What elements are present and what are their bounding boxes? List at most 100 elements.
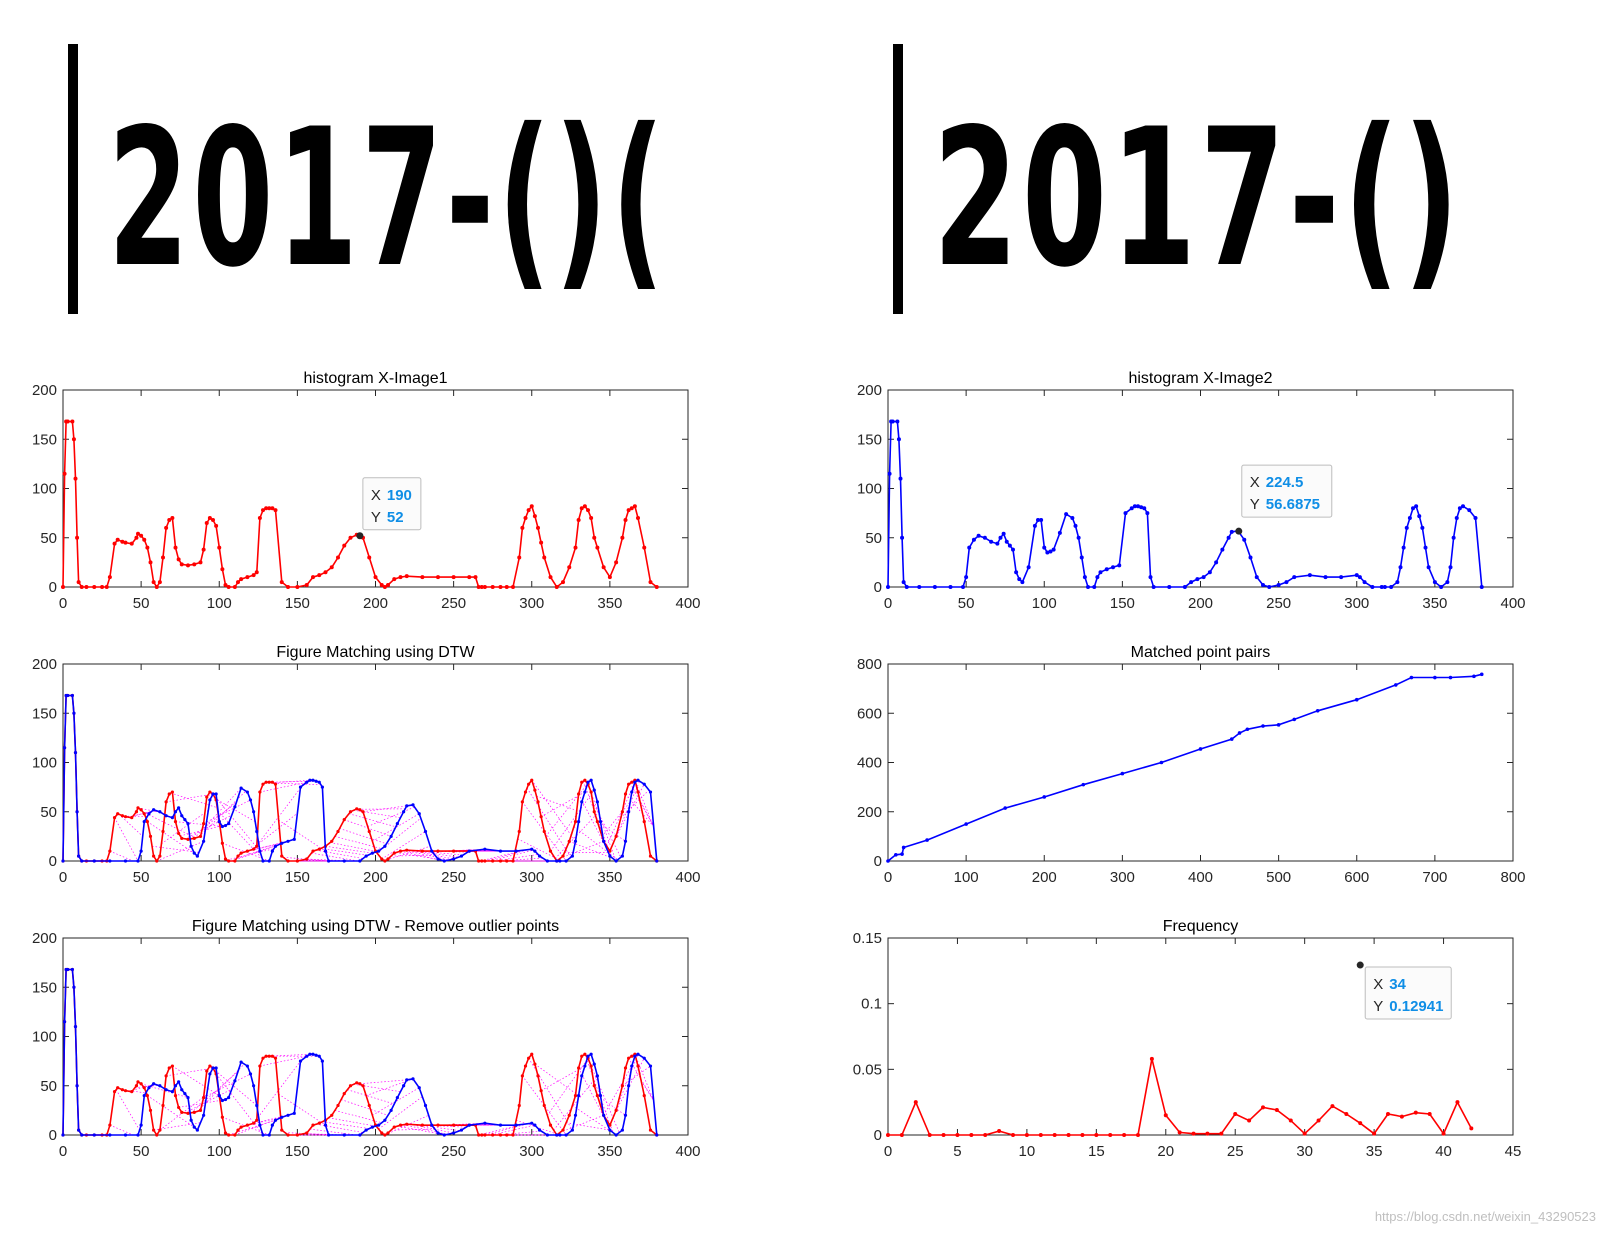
red-series-point	[143, 1086, 146, 1089]
red-series-point	[380, 857, 383, 860]
red-series-point	[286, 1133, 289, 1136]
blue-series-point	[171, 816, 174, 819]
red-series-point	[92, 585, 96, 589]
blue-series-point	[1145, 511, 1149, 515]
blue-series-point	[1383, 585, 1387, 589]
red-series-point	[914, 1100, 918, 1104]
blue-series-point	[636, 1053, 639, 1056]
x-tick-label: 10	[1019, 1143, 1036, 1160]
red-series-point	[577, 792, 580, 795]
blue-series-point	[1394, 683, 1398, 687]
red-series-point	[311, 850, 314, 853]
blue-series-point	[897, 437, 901, 441]
red-series-point	[202, 1096, 205, 1099]
red-series-point	[524, 516, 528, 520]
blue-series-point	[1008, 544, 1012, 548]
red-series-point	[380, 1131, 383, 1134]
red-series-point	[161, 1104, 164, 1107]
blue-series-point	[1183, 585, 1187, 589]
red-series-point	[80, 585, 84, 589]
blue-series-point	[1261, 724, 1265, 728]
red-series-point	[239, 577, 243, 581]
y-tick-label: 150	[32, 431, 57, 448]
red-series-point	[252, 848, 255, 851]
blue-series-point	[615, 859, 618, 862]
image-text: 2017-()(	[108, 88, 668, 309]
red-series-point	[124, 1089, 127, 1092]
red-series-point	[574, 820, 577, 823]
blue-series-point	[1208, 570, 1212, 574]
red-series-point	[155, 585, 159, 589]
red-series-point	[305, 1131, 308, 1134]
x-tick-label: 200	[363, 869, 388, 886]
blue-series-point	[152, 808, 155, 811]
y-tick-label: 0	[874, 579, 882, 596]
datatip-x-value: 224.5	[1266, 474, 1304, 491]
red-series-point	[477, 1133, 480, 1136]
red-series-point	[66, 420, 70, 424]
blue-series-point	[180, 1088, 183, 1091]
red-series-point	[1136, 1133, 1140, 1137]
plot-area	[63, 938, 688, 1135]
blue-series-point	[1195, 577, 1199, 581]
x-tick-label: 600	[1344, 869, 1369, 886]
red-series-point	[499, 585, 503, 589]
blue-series-point	[1142, 506, 1146, 510]
red-series-point	[942, 1133, 946, 1137]
blue-series-point	[436, 857, 439, 860]
red-series-point	[636, 790, 639, 793]
red-series-point	[583, 779, 586, 782]
blue-series-point	[1230, 737, 1234, 741]
red-series-point	[643, 1094, 646, 1097]
blue-series-point	[61, 1133, 64, 1136]
red-series-point	[549, 1124, 552, 1127]
x-tick-label: 30	[1296, 1143, 1313, 1160]
red-series-point	[596, 1094, 599, 1097]
red-series-point	[271, 781, 274, 784]
red-series-point	[186, 838, 189, 841]
binary-image-1: 2017-()(	[68, 44, 668, 314]
blue-series-point	[1363, 580, 1367, 584]
x-tick-label: 300	[519, 1143, 544, 1160]
red-series-point	[113, 816, 116, 819]
x-tick-label: 50	[133, 869, 150, 886]
red-series-point	[983, 1133, 987, 1137]
blue-series-point	[1058, 531, 1062, 535]
blue-series-point	[308, 779, 311, 782]
y-tick-label: 600	[857, 705, 882, 722]
blue-series-point	[964, 822, 968, 826]
blue-series-point	[989, 540, 993, 544]
blue-series-point	[411, 1077, 414, 1080]
datatip-y-value: 56.6875	[1266, 496, 1320, 513]
blue-series-point	[1420, 526, 1424, 530]
red-series-point	[186, 563, 190, 567]
red-series-point	[633, 504, 637, 508]
red-series-point	[202, 822, 205, 825]
blue-series-point	[1402, 546, 1406, 550]
red-series-point	[374, 575, 378, 579]
blue-series-point	[1242, 538, 1246, 542]
blue-series-point	[261, 1133, 264, 1136]
blue-series-point	[147, 812, 150, 815]
red-series-point	[530, 504, 534, 508]
red-series-point	[130, 816, 133, 819]
red-series-point	[505, 859, 508, 862]
blue-series-point	[72, 986, 75, 989]
blue-series-point	[580, 800, 583, 803]
datatip-y-value: 0.12941	[1389, 998, 1443, 1015]
red-series-point	[158, 580, 162, 584]
blue-series-point	[1121, 772, 1125, 776]
red-series-point	[436, 575, 440, 579]
datatip-y-label: Y	[371, 509, 381, 526]
red-series-point	[146, 1094, 149, 1097]
blue-series-point	[215, 792, 218, 795]
red-series-point	[596, 820, 599, 823]
blue-series-point	[1005, 540, 1009, 544]
x-tick-label: 300	[519, 869, 544, 886]
red-series-point	[527, 783, 530, 786]
red-series-point	[205, 1069, 208, 1072]
red-series-point	[520, 526, 524, 530]
blue-series-point	[1255, 575, 1259, 579]
blue-series-point	[964, 575, 968, 579]
red-series-point	[886, 1133, 890, 1137]
